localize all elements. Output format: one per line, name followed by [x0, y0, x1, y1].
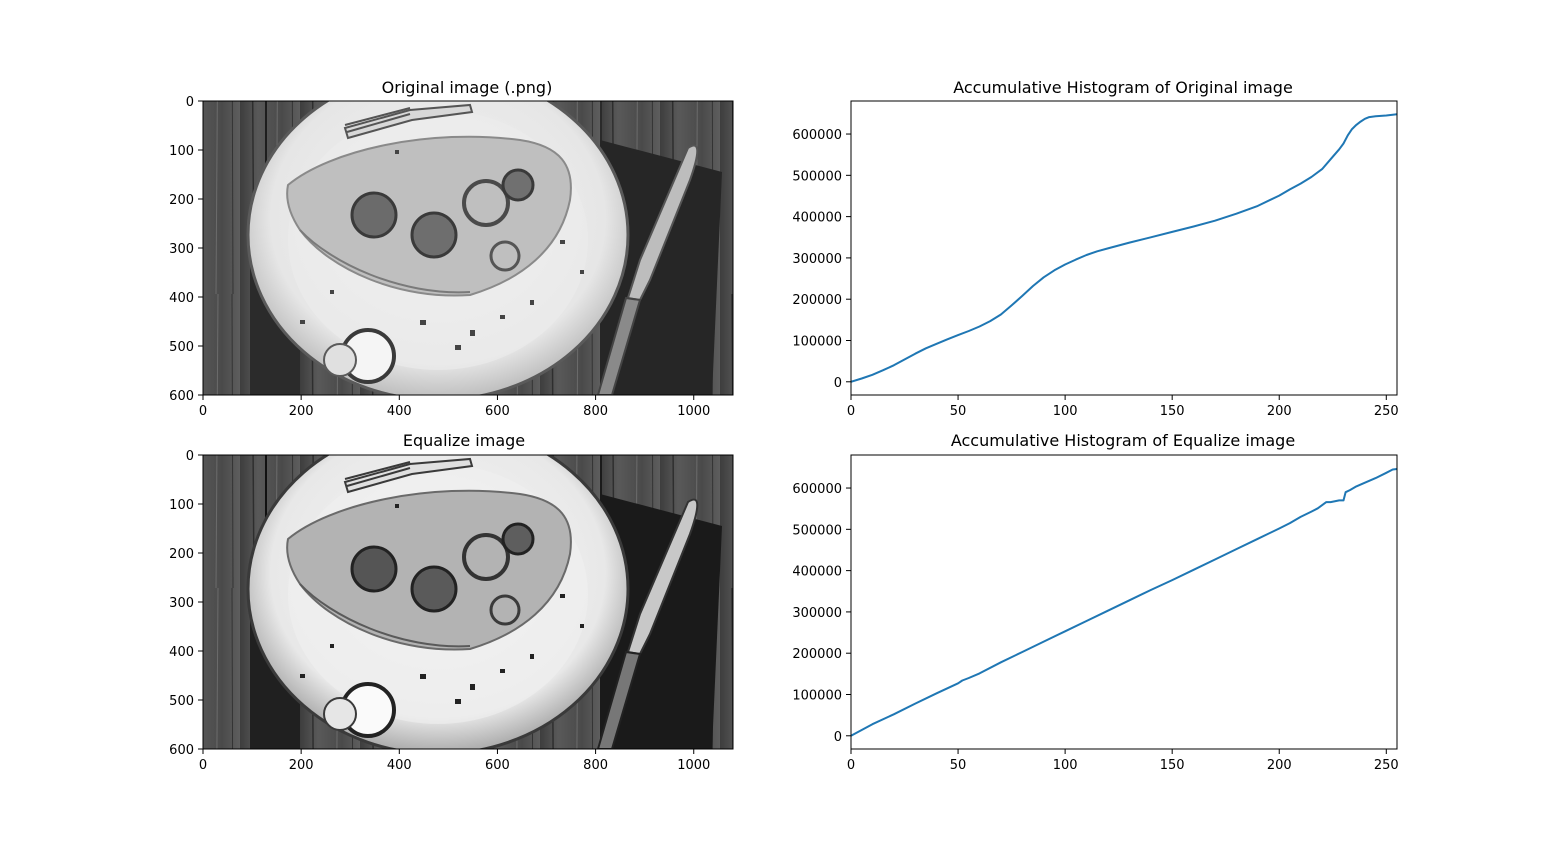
y-tick-label: 100000: [792, 334, 842, 349]
y-tick-label: 100000: [792, 688, 842, 703]
x-tick-label: 0: [199, 758, 207, 773]
equalized-histogram-series: [851, 468, 1397, 737]
y-tick-label: 100: [169, 144, 194, 159]
y-tick-label: 400000: [792, 211, 842, 226]
y-tick-label: 400: [169, 291, 194, 306]
series-line-0: [851, 468, 1397, 737]
equalized-histogram-title: Accumulative Histogram of Equalize image: [951, 431, 1295, 450]
equalized-histogram-y-ticks: 0 100000 200000 300000 400000 500000 600000: [792, 482, 851, 745]
equalized-image-title: Equalize image: [403, 431, 525, 450]
equalized-image-x-ticks: 0 200 400 600 800 1000: [199, 749, 710, 773]
x-tick-label: 250: [1374, 404, 1399, 419]
equalized-image-picture: [203, 455, 733, 749]
x-tick-label: 100: [1053, 758, 1078, 773]
x-tick-label: 400: [387, 404, 412, 419]
original-histogram-panel: Accumulative Histogram of Original image…: [792, 78, 1398, 419]
x-tick-label: 0: [847, 404, 855, 419]
x-tick-label: 200: [1267, 758, 1292, 773]
y-tick-label: 300: [169, 596, 194, 611]
x-tick-label: 400: [387, 758, 412, 773]
y-tick-label: 200: [169, 547, 194, 562]
x-tick-label: 0: [199, 404, 207, 419]
equalized-image-panel: Equalize image: [169, 431, 734, 773]
equalized-image-y-ticks: 0 100 200 300 400 500 600: [169, 449, 203, 758]
original-image-y-ticks: 0 100 200 300 400 500 600: [169, 95, 203, 404]
equalized-histogram-x-ticks: 0 50 100 150 200 250: [847, 749, 1399, 773]
x-tick-label: 150: [1160, 758, 1185, 773]
original-image-x-ticks: 0 200 400 600 800 1000: [199, 395, 710, 419]
x-tick-label: 50: [950, 758, 967, 773]
x-tick-label: 600: [485, 758, 510, 773]
equalized-histogram-panel: Accumulative Histogram of Equalize image…: [792, 431, 1398, 773]
original-histogram-frame: [850, 100, 1398, 396]
y-tick-label: 500000: [792, 169, 842, 184]
x-tick-label: 600: [485, 404, 510, 419]
y-tick-label: 300000: [792, 252, 842, 267]
x-tick-label: 0: [847, 758, 855, 773]
y-tick-label: 0: [834, 730, 842, 745]
x-tick-label: 1000: [677, 404, 710, 419]
x-tick-label: 50: [950, 404, 967, 419]
original-image-picture: [203, 101, 733, 395]
y-tick-label: 500: [169, 340, 194, 355]
y-tick-label: 200000: [792, 293, 842, 308]
original-image-panel: Original image (.png): [169, 78, 734, 419]
y-tick-label: 0: [834, 376, 842, 391]
series-line-0: [851, 113, 1397, 383]
x-tick-label: 100: [1053, 404, 1078, 419]
y-tick-label: 0: [186, 95, 194, 110]
y-tick-label: 500000: [792, 523, 842, 538]
y-tick-label: 500: [169, 694, 194, 709]
x-tick-label: 800: [583, 404, 608, 419]
y-tick-label: 0: [186, 449, 194, 464]
x-tick-label: 1000: [677, 758, 710, 773]
original-histogram-x-ticks: 0 50 100 150 200 250: [847, 395, 1399, 419]
x-tick-label: 800: [583, 758, 608, 773]
x-tick-label: 200: [289, 404, 314, 419]
y-tick-label: 600: [169, 743, 194, 758]
x-tick-label: 250: [1374, 758, 1399, 773]
y-tick-label: 300: [169, 242, 194, 257]
y-tick-label: 200: [169, 193, 194, 208]
y-tick-label: 100: [169, 498, 194, 513]
equalized-histogram-frame: [850, 454, 1398, 750]
y-tick-label: 300000: [792, 606, 842, 621]
y-tick-label: 200000: [792, 647, 842, 662]
y-tick-label: 400: [169, 645, 194, 660]
y-tick-label: 600: [169, 389, 194, 404]
original-histogram-series: [851, 113, 1397, 383]
x-tick-label: 150: [1160, 404, 1185, 419]
y-tick-label: 600000: [792, 128, 842, 143]
y-tick-label: 400000: [792, 565, 842, 580]
original-histogram-title: Accumulative Histogram of Original image: [953, 78, 1293, 97]
x-tick-label: 200: [289, 758, 314, 773]
original-image-title: Original image (.png): [382, 78, 553, 97]
x-tick-label: 200: [1267, 404, 1292, 419]
original-histogram-y-ticks: 0 100000 200000 300000 400000 500000 600000: [792, 128, 851, 391]
y-tick-label: 600000: [792, 482, 842, 497]
